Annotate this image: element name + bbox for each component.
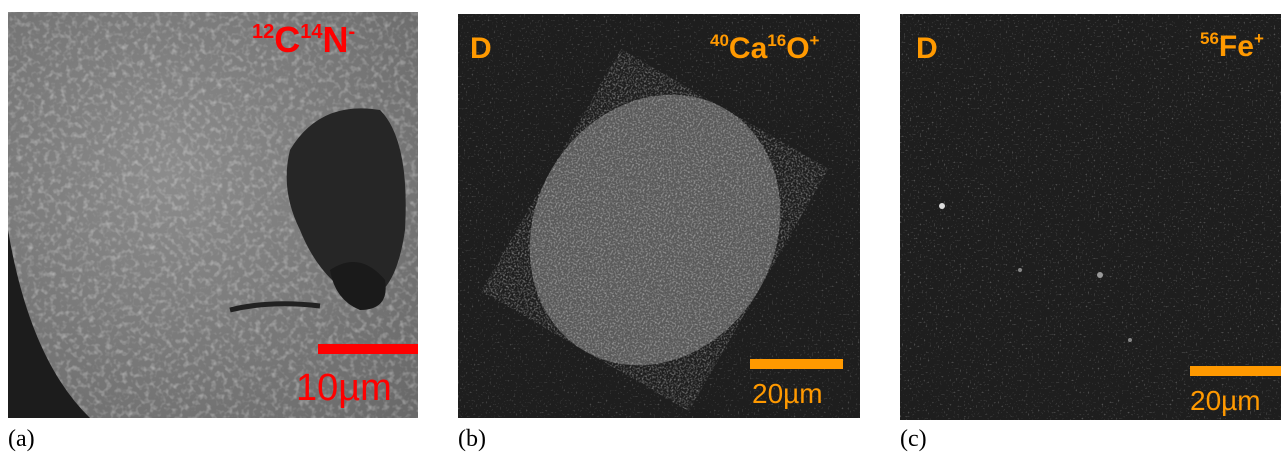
label-part: - [349,21,356,43]
caption: (c) [900,426,927,452]
label-part: 14 [300,21,323,43]
label-part: + [810,31,820,50]
label-part: Ca [729,32,768,65]
scale-bar-label: 20µm [1190,385,1261,416]
label-part: N [323,19,349,60]
label-part: 16 [767,31,786,50]
label-part: Fe [1219,30,1254,63]
label-part: O [786,32,809,65]
image-c [900,14,1281,420]
caption: (a) [8,426,35,452]
image-a [8,12,418,418]
panel-mark: D [470,32,492,65]
label-part: 56 [1200,29,1219,48]
scale-bar-label: 20µm [752,378,823,409]
label-part: C [274,19,300,60]
image-b [458,14,860,418]
figure: 10µm 12C14N- (a) 20µm D 40Ca16O+ (b) 20µ… [0,0,1281,452]
scale-bar-label: 10µm [296,367,392,409]
label-part: + [1254,29,1264,48]
panel-mark: D [916,32,938,65]
label-part: 12 [252,21,274,43]
label-part: 40 [710,31,729,50]
caption: (b) [458,426,486,452]
